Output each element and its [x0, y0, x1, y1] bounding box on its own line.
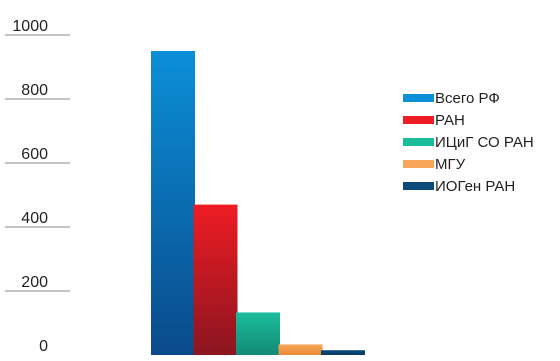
bar-2 — [193, 204, 238, 355]
legend-label: МГУ — [435, 156, 466, 173]
legend-swatch — [403, 138, 434, 146]
bar-5 — [321, 350, 365, 355]
bar-4 — [278, 344, 323, 355]
bar-1 — [151, 51, 195, 355]
legend-label: ИЦиГ СО РАН — [435, 134, 534, 151]
y-tick-label: 400 — [21, 210, 48, 227]
y-tick-label: 600 — [21, 146, 48, 163]
y-tick-label: 1000 — [12, 18, 48, 35]
legend-label: РАН — [435, 112, 465, 129]
bar-3 — [236, 312, 280, 355]
legend-swatch — [403, 94, 434, 102]
legend-swatch — [403, 160, 434, 168]
legend-swatch — [403, 116, 434, 124]
legend-label: Всего РФ — [435, 90, 500, 107]
y-tick-label: 200 — [21, 274, 48, 291]
bars — [151, 51, 365, 355]
legend-swatch — [403, 182, 434, 190]
y-tick-label: 0 — [39, 338, 48, 355]
legend: Всего РФ РАН ИЦиГ СО РАН МГУ ИОГен РАН — [403, 90, 534, 195]
y-tick-label: 800 — [21, 82, 48, 99]
legend-label: ИОГен РАН — [435, 178, 515, 195]
y-axis: 0 200 400 600 800 1000 — [5, 18, 70, 355]
